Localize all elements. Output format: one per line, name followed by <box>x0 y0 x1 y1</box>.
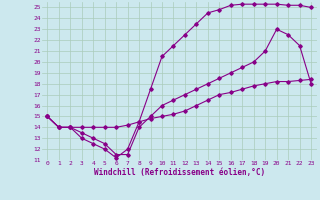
X-axis label: Windchill (Refroidissement éolien,°C): Windchill (Refroidissement éolien,°C) <box>94 168 265 177</box>
